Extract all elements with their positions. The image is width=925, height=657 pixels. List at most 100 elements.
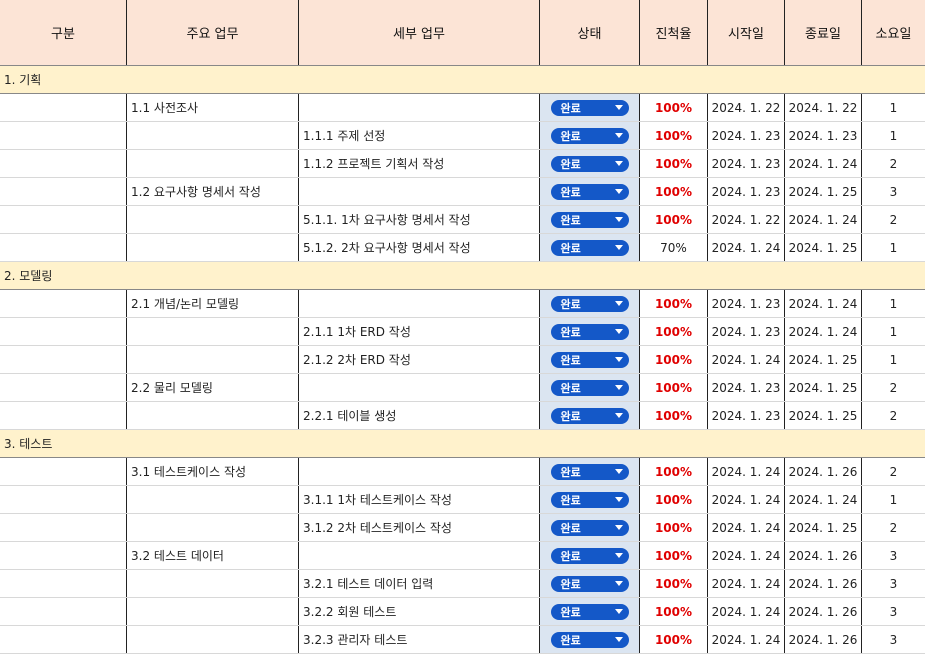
category-cell[interactable] <box>0 346 127 373</box>
progress-cell[interactable]: 100% <box>640 402 708 429</box>
progress-cell[interactable]: 100% <box>640 542 708 569</box>
main-task-cell[interactable] <box>127 318 299 345</box>
status-cell[interactable]: 완료 <box>540 626 640 653</box>
category-cell[interactable] <box>0 542 127 569</box>
end-date-cell[interactable]: 2024. 1. 24 <box>785 486 862 513</box>
end-date-cell[interactable]: 2024. 1. 22 <box>785 94 862 121</box>
progress-cell[interactable]: 100% <box>640 206 708 233</box>
detail-task-cell[interactable] <box>299 458 540 485</box>
start-date-cell[interactable]: 2024. 1. 24 <box>708 458 785 485</box>
start-date-cell[interactable]: 2024. 1. 24 <box>708 570 785 597</box>
duration-cell[interactable]: 1 <box>889 352 898 367</box>
duration-cell[interactable]: 3 <box>889 548 898 563</box>
main-task-cell[interactable] <box>127 514 299 541</box>
main-task-cell[interactable]: 1.1 사전조사 <box>127 94 299 121</box>
main-task-cell[interactable]: 1.2 요구사항 명세서 작성 <box>127 178 299 205</box>
start-date-cell[interactable]: 2024. 1. 23 <box>708 150 785 177</box>
duration-cell[interactable]: 1 <box>889 492 898 507</box>
column-header-status[interactable]: 상태 <box>540 0 640 65</box>
end-date-cell[interactable]: 2024. 1. 25 <box>785 178 862 205</box>
category-cell[interactable] <box>0 178 127 205</box>
category-cell[interactable] <box>0 626 127 653</box>
status-cell[interactable]: 완료 <box>540 486 640 513</box>
detail-task-cell[interactable] <box>299 178 540 205</box>
duration-cell[interactable]: 2 <box>889 212 898 227</box>
status-cell[interactable]: 완료 <box>540 570 640 597</box>
section-title[interactable]: 3. 테스트 <box>4 437 53 451</box>
progress-cell[interactable]: 100% <box>640 150 708 177</box>
status-cell[interactable]: 완료 <box>540 346 640 373</box>
status-dropdown[interactable]: 완료 <box>550 211 629 228</box>
start-date-cell[interactable]: 2024. 1. 24 <box>708 626 785 653</box>
status-cell[interactable]: 완료 <box>540 234 640 261</box>
progress-cell[interactable]: 100% <box>640 374 708 401</box>
status-cell[interactable]: 완료 <box>540 514 640 541</box>
column-header-start-date[interactable]: 시작일 <box>708 0 785 65</box>
start-date-cell[interactable]: 2024. 1. 23 <box>708 290 785 317</box>
column-header-main-task[interactable]: 주요 업무 <box>127 0 299 65</box>
start-date-cell[interactable]: 2024. 1. 22 <box>708 94 785 121</box>
end-date-cell[interactable]: 2024. 1. 24 <box>785 206 862 233</box>
detail-task-cell[interactable]: 1.1.2 프로젝트 기획서 작성 <box>299 150 540 177</box>
start-date-cell[interactable]: 2024. 1. 23 <box>708 178 785 205</box>
category-cell[interactable] <box>0 206 127 233</box>
status-cell[interactable]: 완료 <box>540 94 640 121</box>
progress-cell[interactable]: 100% <box>640 178 708 205</box>
category-cell[interactable] <box>0 570 127 597</box>
status-dropdown[interactable]: 완료 <box>550 323 629 340</box>
category-cell[interactable] <box>0 290 127 317</box>
start-date-cell[interactable]: 2024. 1. 24 <box>708 346 785 373</box>
main-task-cell[interactable]: 3.2 테스트 데이터 <box>127 542 299 569</box>
category-cell[interactable] <box>0 94 127 121</box>
end-date-cell[interactable]: 2024. 1. 26 <box>785 458 862 485</box>
duration-cell[interactable]: 1 <box>889 128 898 143</box>
detail-task-cell[interactable]: 5.1.1. 1차 요구사항 명세서 작성 <box>299 206 540 233</box>
progress-cell[interactable]: 100% <box>640 570 708 597</box>
category-cell[interactable] <box>0 598 127 625</box>
column-header-duration[interactable]: 소요일 <box>875 27 912 42</box>
detail-task-cell[interactable] <box>299 290 540 317</box>
duration-cell[interactable]: 2 <box>889 156 898 171</box>
progress-cell[interactable]: 70% <box>640 234 708 261</box>
section-title[interactable]: 2. 모델링 <box>4 269 53 283</box>
duration-cell[interactable]: 2 <box>889 380 898 395</box>
start-date-cell[interactable]: 2024. 1. 22 <box>708 206 785 233</box>
progress-cell[interactable]: 100% <box>640 122 708 149</box>
status-cell[interactable]: 완료 <box>540 122 640 149</box>
main-task-cell[interactable] <box>127 150 299 177</box>
start-date-cell[interactable]: 2024. 1. 24 <box>708 514 785 541</box>
main-task-cell[interactable] <box>127 122 299 149</box>
detail-task-cell[interactable]: 1.1.1 주제 선정 <box>299 122 540 149</box>
progress-cell[interactable]: 100% <box>640 94 708 121</box>
main-task-cell[interactable] <box>127 486 299 513</box>
status-cell[interactable]: 완료 <box>540 290 640 317</box>
end-date-cell[interactable]: 2024. 1. 26 <box>785 570 862 597</box>
status-dropdown[interactable]: 완료 <box>550 239 629 256</box>
status-cell[interactable]: 완료 <box>540 150 640 177</box>
status-dropdown[interactable]: 완료 <box>550 519 629 536</box>
main-task-cell[interactable]: 2.2 물리 모델링 <box>127 374 299 401</box>
detail-task-cell[interactable]: 3.1.2 2차 테스트케이스 작성 <box>299 514 540 541</box>
detail-task-cell[interactable] <box>299 374 540 401</box>
status-dropdown[interactable]: 완료 <box>550 295 629 312</box>
detail-task-cell[interactable]: 2.2.1 테이블 생성 <box>299 402 540 429</box>
progress-cell[interactable]: 100% <box>640 598 708 625</box>
status-cell[interactable]: 완료 <box>540 318 640 345</box>
category-cell[interactable] <box>0 150 127 177</box>
status-cell[interactable]: 완료 <box>540 206 640 233</box>
detail-task-cell[interactable]: 5.1.2. 2차 요구사항 명세서 작성 <box>299 234 540 261</box>
main-task-cell[interactable] <box>127 234 299 261</box>
status-dropdown[interactable]: 완료 <box>550 351 629 368</box>
status-cell[interactable]: 완료 <box>540 178 640 205</box>
status-dropdown[interactable]: 완료 <box>550 491 629 508</box>
progress-cell[interactable]: 100% <box>640 514 708 541</box>
status-dropdown[interactable]: 완료 <box>550 183 629 200</box>
end-date-cell[interactable]: 2024. 1. 26 <box>785 598 862 625</box>
start-date-cell[interactable]: 2024. 1. 23 <box>708 402 785 429</box>
detail-task-cell[interactable]: 2.1.1 1차 ERD 작성 <box>299 318 540 345</box>
status-cell[interactable]: 완료 <box>540 402 640 429</box>
detail-task-cell[interactable]: 3.1.1 1차 테스트케이스 작성 <box>299 486 540 513</box>
column-header-category[interactable]: 구분 <box>0 0 127 65</box>
end-date-cell[interactable]: 2024. 1. 23 <box>785 122 862 149</box>
end-date-cell[interactable]: 2024. 1. 25 <box>785 514 862 541</box>
